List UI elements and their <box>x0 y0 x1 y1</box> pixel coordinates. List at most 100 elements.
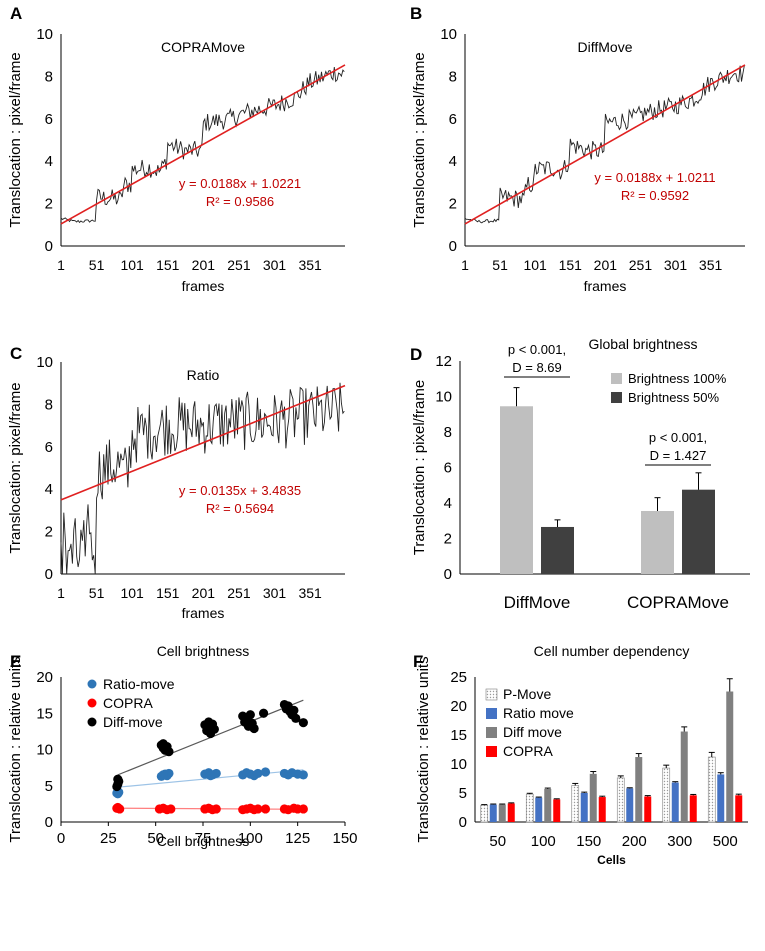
F-y-tick-label: 15 <box>450 727 467 744</box>
B-y-tick-label: 8 <box>449 68 457 85</box>
F-bar-diffmove <box>680 731 688 822</box>
E-point-copra <box>166 804 176 814</box>
C-x-tick-label: 351 <box>298 585 322 601</box>
F-bar-pmove <box>616 777 625 823</box>
A-x-axis-label: frames <box>182 278 225 294</box>
A-x-tick-label: 351 <box>298 257 322 273</box>
E-point-ratiomove <box>112 788 122 798</box>
E-x-tick-label: 25 <box>100 830 117 847</box>
C-panel-letter: C <box>10 344 22 363</box>
A-y-tick-label: 4 <box>45 153 53 170</box>
B-trend-equation: y = 0.0188x + 1.0211 <box>594 170 715 185</box>
F-bar-diffmove <box>726 691 734 822</box>
D-y-tick-label: 2 <box>444 531 452 548</box>
F-x-category-label: 100 <box>531 833 556 850</box>
F-bar-pmove <box>662 767 671 823</box>
C-x-tick-label: 151 <box>156 585 180 601</box>
E-point-diffmove <box>204 717 214 727</box>
D-bar-brightness100 <box>500 406 533 574</box>
F-legend-label: Diff move <box>503 724 562 740</box>
C-x-axis-label: frames <box>182 605 225 621</box>
A-y-tick-label: 2 <box>45 196 53 213</box>
E-point-diffmove <box>158 739 168 749</box>
E-legend-marker <box>87 698 97 708</box>
F-y-axis-label: Translocation : relative units <box>415 656 432 842</box>
B-x-tick-label: 151 <box>559 257 583 273</box>
E-legend-label: Diff-move <box>103 714 163 730</box>
F-bar-ratiomove <box>580 793 588 822</box>
E-point-ratiomove <box>158 770 168 780</box>
F-bar-pmove <box>571 785 580 823</box>
F-legend-swatch <box>485 688 498 701</box>
D-y-tick-label: 0 <box>444 566 452 583</box>
E-point-copra <box>115 804 125 814</box>
D-y-tick-label: 12 <box>435 353 452 370</box>
D-significance-text: p < 0.001, <box>649 430 707 445</box>
E-x-tick-label: 100 <box>238 830 263 847</box>
A-panel-letter: A <box>10 4 22 23</box>
B-y-tick-label: 6 <box>449 111 457 128</box>
E-y-axis-label: Translocation : relative units <box>7 656 24 842</box>
C-trend-r2: R² = 0.5694 <box>206 501 274 516</box>
D-panel-title: Global brightness <box>589 336 698 352</box>
F-bar-ratiomove <box>717 774 725 822</box>
F-y-tick-label: 0 <box>459 814 467 831</box>
F-bar-copra <box>507 803 515 822</box>
D-legend-label: Brightness 100% <box>628 371 727 386</box>
E-x-tick-label: 75 <box>195 830 212 847</box>
A-trend-r2: R² = 0.9586 <box>206 194 274 209</box>
B-x-tick-label: 201 <box>594 257 618 273</box>
E-point-copra <box>298 804 308 814</box>
F-panel-title: Cell number dependency <box>534 643 690 659</box>
B-y-axis-label: Translocation : pixel/frame <box>411 52 428 227</box>
A-panel-title: COPRAMove <box>161 39 245 55</box>
F-bar-ratiomove <box>626 788 634 822</box>
F-y-tick-label: 20 <box>450 698 467 715</box>
F-legend-label: Ratio move <box>503 705 574 721</box>
F-bar-copra <box>598 797 606 822</box>
E-x-tick-label: 0 <box>57 830 65 847</box>
F-bar-copra <box>553 799 561 822</box>
A-trend-equation: y = 0.0188x + 1.0221 <box>179 176 301 191</box>
D-effect-size-text: D = 1.427 <box>650 448 707 463</box>
C-trend-equation: y = 0.0135x + 3.4835 <box>179 483 301 498</box>
A-x-tick-label: 251 <box>227 257 251 273</box>
F-bar-ratiomove <box>671 782 679 822</box>
B-x-tick-label: 101 <box>523 257 547 273</box>
F-y-tick-label: 10 <box>450 756 467 773</box>
F-x-category-label: 200 <box>622 833 647 850</box>
E-y-tick-label: 5 <box>45 778 53 795</box>
C-y-tick-label: 6 <box>45 439 53 456</box>
E-legend-marker <box>87 679 97 689</box>
E-point-diffmove <box>298 718 308 728</box>
E-point-copra <box>260 804 271 814</box>
B-trend-line <box>464 64 746 225</box>
C-data-series-line <box>60 382 345 575</box>
A-x-tick-label: 151 <box>156 257 180 273</box>
E-point-ratiomove <box>205 771 216 781</box>
B-x-tick-label: 351 <box>699 257 723 273</box>
D-significance-text: p < 0.001, <box>508 342 566 357</box>
A-y-tick-label: 8 <box>45 68 53 85</box>
F-y-tick-label: 25 <box>450 669 467 686</box>
B-data-series-line <box>464 65 745 224</box>
B-y-tick-label: 2 <box>449 196 457 213</box>
D-x-category-label: DiffMove <box>504 593 571 612</box>
B-x-tick-label: 301 <box>664 257 688 273</box>
B-y-tick-label: 4 <box>449 153 457 170</box>
A-x-tick-label: 301 <box>263 257 287 273</box>
D-legend-swatch <box>611 392 622 403</box>
D-legend-swatch <box>611 373 622 384</box>
E-panel-letter: E <box>10 652 21 671</box>
F-bar-copra <box>689 795 697 822</box>
F-bar-pmove <box>480 804 489 823</box>
E-legend-label: COPRA <box>103 695 153 711</box>
A-y-tick-label: 0 <box>45 238 53 255</box>
E-y-tick-label: 10 <box>36 742 53 759</box>
D-bar-brightness50 <box>682 489 715 574</box>
F-x-category-label: 300 <box>667 833 692 850</box>
E-point-diffmove <box>245 710 255 720</box>
A-x-tick-label: 1 <box>57 257 65 273</box>
E-point-diffmove <box>249 723 259 734</box>
F-legend-swatch <box>486 727 497 738</box>
